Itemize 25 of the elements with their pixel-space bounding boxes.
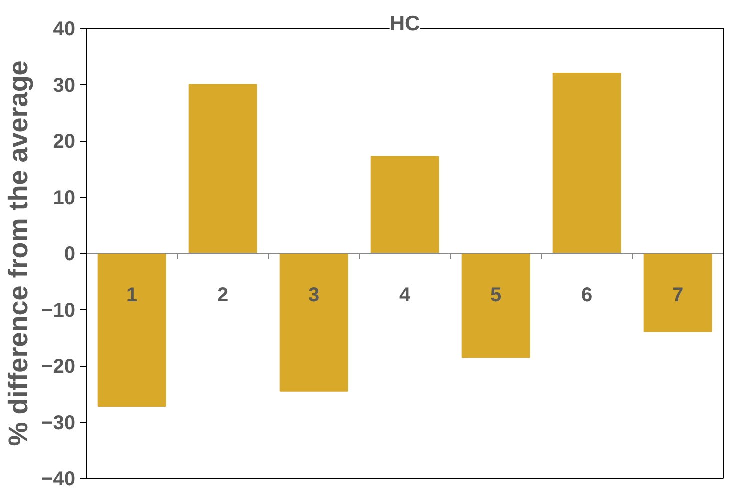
y-tick-label: −40 bbox=[42, 468, 76, 490]
x-tick-label: 5 bbox=[490, 284, 502, 306]
y-tick-label: 0 bbox=[64, 244, 76, 266]
x-tick-label: 2 bbox=[217, 284, 229, 306]
y-tick-label: 10 bbox=[53, 187, 76, 210]
y-tick-label: −20 bbox=[42, 356, 76, 378]
x-tick-label: 1 bbox=[126, 284, 138, 306]
bar bbox=[552, 73, 622, 254]
y-tick-label: 40 bbox=[53, 18, 76, 40]
bar bbox=[280, 253, 348, 392]
bar bbox=[644, 253, 712, 332]
bar bbox=[188, 84, 258, 254]
x-tick-label: 3 bbox=[308, 284, 320, 306]
y-axis-title: % difference from the average bbox=[4, 60, 34, 446]
y-tick-label: −30 bbox=[42, 412, 76, 434]
y-tick-label: 30 bbox=[53, 74, 76, 97]
x-tick-label: 4 bbox=[399, 284, 412, 306]
bar bbox=[370, 156, 440, 254]
x-tick-label: 6 bbox=[581, 284, 593, 306]
bar bbox=[98, 253, 166, 407]
chart-title: HC bbox=[390, 12, 420, 36]
y-tick-label: 20 bbox=[53, 131, 76, 153]
x-tick-label: 7 bbox=[672, 284, 684, 306]
y-tick-label: −10 bbox=[42, 300, 76, 322]
bar bbox=[462, 253, 530, 358]
